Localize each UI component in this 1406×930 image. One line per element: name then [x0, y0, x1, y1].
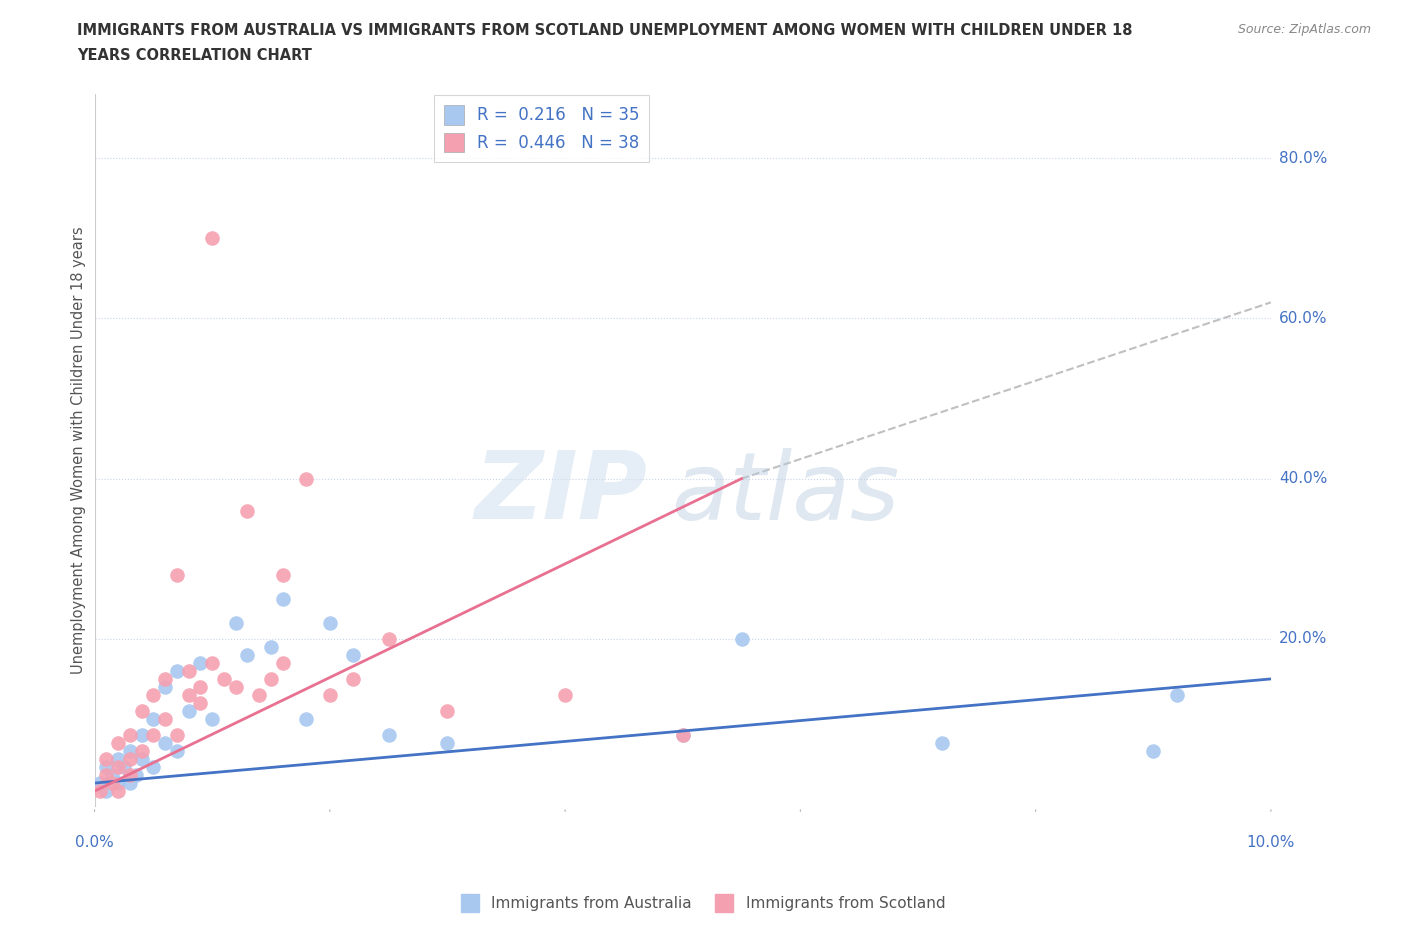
- Point: [166, 663, 188, 678]
- Point: [118, 767, 141, 782]
- Point: [672, 727, 695, 742]
- Point: [271, 591, 294, 606]
- Text: atlas: atlas: [671, 448, 900, 538]
- Point: [118, 751, 141, 766]
- Point: [554, 687, 576, 702]
- Point: [153, 736, 176, 751]
- Point: [177, 663, 200, 678]
- Point: [89, 784, 111, 799]
- Point: [236, 503, 259, 518]
- Point: [101, 776, 124, 790]
- Point: [260, 671, 283, 686]
- Point: [107, 760, 129, 775]
- Point: [153, 671, 176, 686]
- Point: [201, 656, 224, 671]
- Point: [190, 696, 212, 711]
- Point: [107, 776, 129, 790]
- Point: [730, 631, 752, 646]
- Point: [436, 703, 458, 718]
- Point: [190, 680, 212, 695]
- Point: [107, 784, 129, 799]
- Point: [107, 751, 129, 766]
- Point: [236, 647, 259, 662]
- Text: 60.0%: 60.0%: [1279, 311, 1327, 325]
- Point: [153, 711, 176, 726]
- Text: 10.0%: 10.0%: [1247, 835, 1295, 850]
- Point: [101, 767, 124, 782]
- Point: [96, 760, 118, 775]
- Point: [247, 687, 270, 702]
- Point: [295, 711, 318, 726]
- Point: [1142, 744, 1164, 759]
- Point: [89, 776, 111, 790]
- Point: [295, 472, 318, 486]
- Point: [166, 567, 188, 582]
- Point: [201, 711, 224, 726]
- Legend: R =  0.216   N = 35, R =  0.446   N = 38: R = 0.216 N = 35, R = 0.446 N = 38: [433, 95, 650, 162]
- Text: IMMIGRANTS FROM AUSTRALIA VS IMMIGRANTS FROM SCOTLAND UNEMPLOYMENT AMONG WOMEN W: IMMIGRANTS FROM AUSTRALIA VS IMMIGRANTS …: [77, 23, 1133, 38]
- Point: [153, 680, 176, 695]
- Point: [131, 703, 153, 718]
- Point: [166, 727, 188, 742]
- Text: 0.0%: 0.0%: [75, 835, 114, 850]
- Point: [201, 231, 224, 246]
- Point: [118, 727, 141, 742]
- Text: ZIP: ZIP: [475, 447, 647, 539]
- Point: [225, 616, 247, 631]
- Point: [271, 567, 294, 582]
- Point: [377, 631, 399, 646]
- Point: [377, 727, 399, 742]
- Text: 20.0%: 20.0%: [1279, 631, 1327, 646]
- Point: [342, 671, 364, 686]
- Point: [190, 656, 212, 671]
- Point: [131, 744, 153, 759]
- Point: [260, 640, 283, 655]
- Point: [96, 751, 118, 766]
- Point: [166, 744, 188, 759]
- Text: 80.0%: 80.0%: [1279, 151, 1327, 166]
- Point: [142, 727, 165, 742]
- Point: [118, 744, 141, 759]
- Text: 40.0%: 40.0%: [1279, 472, 1327, 486]
- Point: [436, 736, 458, 751]
- Point: [931, 736, 953, 751]
- Point: [96, 767, 118, 782]
- Text: YEARS CORRELATION CHART: YEARS CORRELATION CHART: [77, 48, 312, 63]
- Point: [142, 687, 165, 702]
- Point: [125, 767, 148, 782]
- Point: [271, 656, 294, 671]
- Y-axis label: Unemployment Among Women with Children Under 18 years: Unemployment Among Women with Children U…: [72, 227, 86, 674]
- Point: [131, 727, 153, 742]
- Point: [142, 711, 165, 726]
- Point: [1166, 687, 1188, 702]
- Point: [112, 760, 135, 775]
- Point: [212, 671, 235, 686]
- Point: [177, 703, 200, 718]
- Point: [131, 751, 153, 766]
- Point: [142, 760, 165, 775]
- Point: [672, 727, 695, 742]
- Point: [225, 680, 247, 695]
- Point: [319, 616, 342, 631]
- Point: [319, 687, 342, 702]
- Text: Source: ZipAtlas.com: Source: ZipAtlas.com: [1237, 23, 1371, 36]
- Legend: Immigrants from Australia, Immigrants from Scotland: Immigrants from Australia, Immigrants fr…: [454, 888, 952, 918]
- Point: [96, 784, 118, 799]
- Point: [177, 687, 200, 702]
- Point: [118, 776, 141, 790]
- Point: [342, 647, 364, 662]
- Point: [107, 736, 129, 751]
